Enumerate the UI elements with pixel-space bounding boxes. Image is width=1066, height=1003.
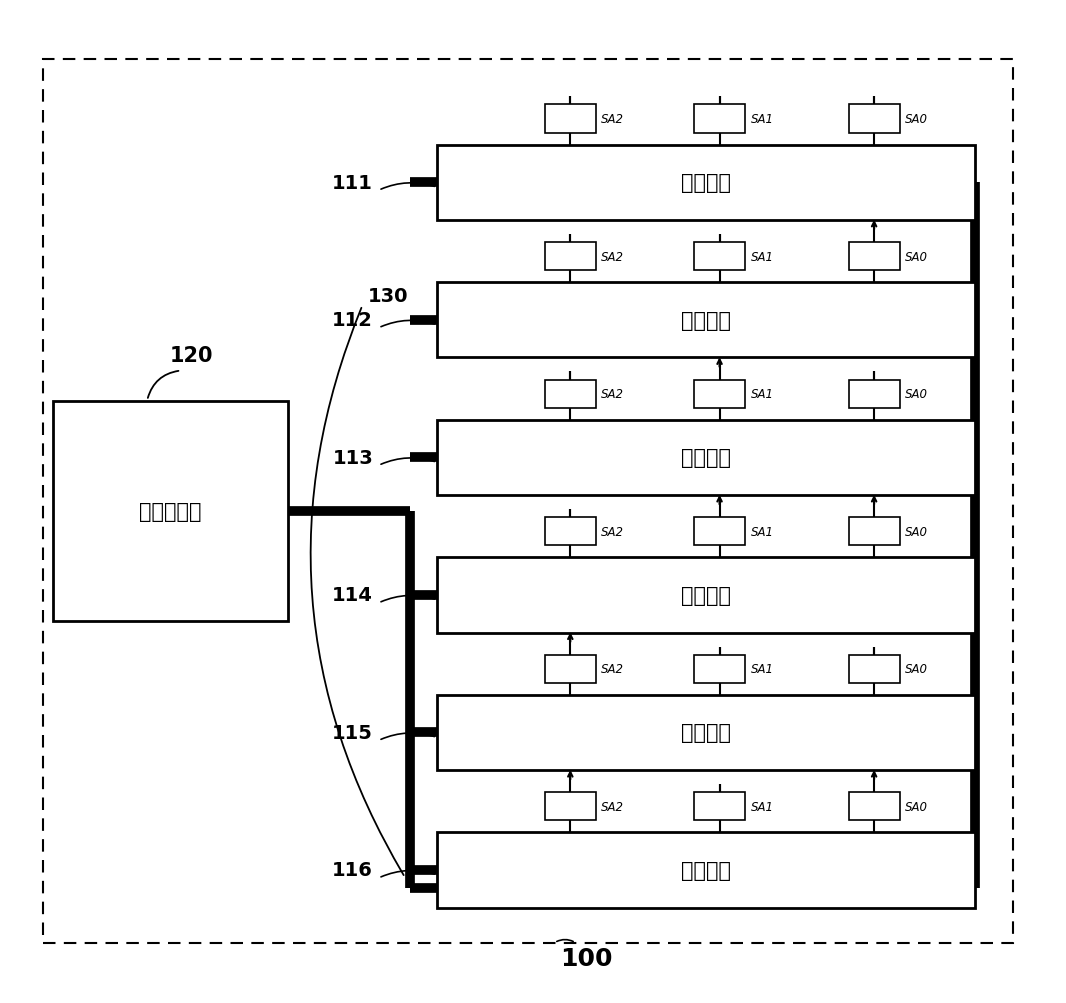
Bar	[437, 558, 975, 633]
Bar	[43, 60, 1013, 943]
Bar	[849, 792, 900, 820]
Text: 100: 100	[560, 946, 613, 970]
Bar	[437, 283, 975, 358]
Text: SA1: SA1	[750, 251, 774, 263]
Bar	[849, 105, 900, 133]
Text: 130: 130	[368, 287, 408, 305]
Text: SA2: SA2	[601, 526, 625, 538]
Bar	[694, 380, 745, 408]
Bar	[545, 518, 596, 546]
Text: SA2: SA2	[601, 113, 625, 125]
Text: 113: 113	[333, 448, 373, 467]
Text: SA1: SA1	[750, 388, 774, 400]
Text: 内存插槽: 内存插槽	[681, 861, 731, 880]
Text: 内存插槽: 内存插槽	[681, 448, 731, 467]
Text: SA0: SA0	[905, 251, 928, 263]
Text: 116: 116	[333, 861, 373, 880]
Bar	[849, 380, 900, 408]
Text: SA1: SA1	[750, 800, 774, 812]
Bar	[545, 105, 596, 133]
Text: 115: 115	[333, 723, 373, 742]
Text: SA1: SA1	[750, 663, 774, 675]
Bar	[437, 420, 975, 495]
Text: 内存插槽: 内存插槽	[681, 723, 731, 742]
Bar	[694, 518, 745, 546]
Bar	[849, 655, 900, 683]
Text: +3V: +3V	[706, 342, 729, 352]
Bar	[545, 655, 596, 683]
Bar	[694, 792, 745, 820]
Text: SA2: SA2	[601, 388, 625, 400]
Bar	[437, 145, 975, 221]
Text: SA2: SA2	[601, 251, 625, 263]
Bar	[545, 792, 596, 820]
Text: +3V: +3V	[706, 479, 729, 489]
Text: 内存插槽: 内存插槽	[681, 311, 731, 330]
Text: 内存插槽: 内存插槽	[681, 586, 731, 605]
Text: 120: 120	[171, 346, 213, 366]
Text: +3V: +3V	[860, 479, 884, 489]
Text: 内存插槽: 内存插槽	[681, 174, 731, 193]
Bar	[437, 695, 975, 770]
Bar	[694, 105, 745, 133]
Bar	[694, 655, 745, 683]
Bar	[545, 243, 596, 271]
Bar	[694, 243, 745, 271]
Text: +3V: +3V	[860, 205, 884, 215]
Text: SA0: SA0	[905, 526, 928, 538]
Text: SA0: SA0	[905, 800, 928, 812]
Text: +3V: +3V	[556, 754, 580, 764]
Text: SA2: SA2	[601, 800, 625, 812]
Text: SA0: SA0	[905, 388, 928, 400]
Text: SA0: SA0	[905, 663, 928, 675]
Text: SA1: SA1	[750, 526, 774, 538]
Bar	[849, 518, 900, 546]
Bar	[545, 380, 596, 408]
Text: 112: 112	[333, 311, 373, 330]
Bar	[53, 401, 288, 622]
Bar	[849, 243, 900, 271]
Text: 111: 111	[333, 174, 373, 193]
Bar	[437, 832, 975, 908]
Text: +3V: +3V	[860, 754, 884, 764]
Text: SA2: SA2	[601, 663, 625, 675]
Text: SA0: SA0	[905, 113, 928, 125]
Text: 114: 114	[333, 586, 373, 605]
Text: SA1: SA1	[750, 113, 774, 125]
Text: +3V: +3V	[556, 617, 580, 627]
Text: 介面控制器: 介面控制器	[140, 502, 201, 522]
